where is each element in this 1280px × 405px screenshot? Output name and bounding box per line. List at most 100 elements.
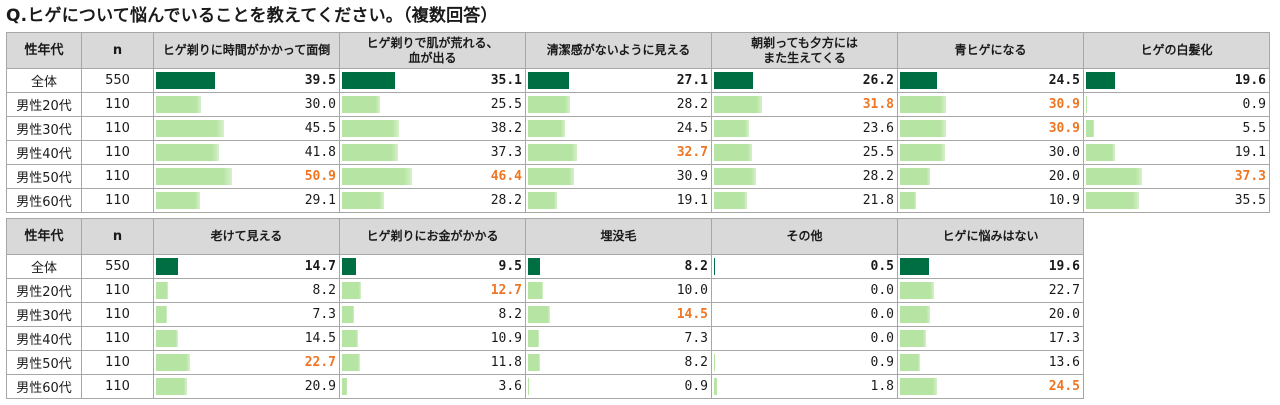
value-label: 17.3 bbox=[1048, 331, 1080, 346]
table-row: 男性50代 110 22.7 11.8 8.2 0.9 13.6 bbox=[6, 350, 1084, 375]
column-header: 青ヒゲになる bbox=[897, 32, 1084, 69]
segment-bar bbox=[156, 378, 188, 395]
n-header-label: n bbox=[81, 32, 154, 69]
segment-label: 全体 bbox=[6, 254, 82, 279]
column-header: ヒゲに悩みはない bbox=[897, 218, 1084, 255]
value-cell: 0.0 bbox=[711, 302, 898, 327]
value-cell: 0.0 bbox=[711, 278, 898, 303]
value-cell: 37.3 bbox=[1083, 164, 1270, 189]
n-header-label: n bbox=[81, 218, 154, 255]
segment-bar bbox=[900, 120, 947, 137]
table-row: 男性40代 110 14.5 10.9 7.3 0.0 17.3 bbox=[6, 326, 1084, 351]
value-label: 8.2 bbox=[498, 307, 522, 322]
segment-bar bbox=[156, 282, 169, 299]
value-cell: 10.9 bbox=[897, 188, 1084, 213]
sample-size: 110 bbox=[81, 92, 154, 117]
sample-size: 110 bbox=[81, 164, 154, 189]
total-bar bbox=[900, 258, 930, 275]
segment-bar bbox=[156, 192, 200, 209]
value-cell: 0.5 bbox=[711, 254, 898, 279]
value-cell: 39.5 bbox=[153, 68, 340, 93]
table-row: 男性20代 110 8.2 12.7 10.0 0.0 22.7 bbox=[6, 278, 1084, 303]
value-cell: 29.1 bbox=[153, 188, 340, 213]
segment-label: 男性60代 bbox=[6, 374, 82, 399]
value-label: 28.2 bbox=[862, 169, 894, 184]
value-label: 19.1 bbox=[676, 193, 708, 208]
segment-bar bbox=[156, 168, 233, 185]
table-row: 男性30代 110 45.5 38.2 24.5 23.6 30.9 5.5 bbox=[6, 116, 1270, 141]
value-label: 0.0 bbox=[870, 283, 894, 298]
value-label: 0.9 bbox=[870, 355, 894, 370]
value-cell: 30.0 bbox=[153, 92, 340, 117]
value-cell: 21.8 bbox=[711, 188, 898, 213]
value-label: 30.0 bbox=[304, 97, 336, 112]
value-label: 28.2 bbox=[676, 97, 708, 112]
segment-bar bbox=[528, 282, 543, 299]
segment-bar bbox=[900, 192, 917, 209]
segment-bar bbox=[900, 168, 930, 185]
column-header: その他 bbox=[711, 218, 898, 255]
value-label: 19.6 bbox=[1234, 73, 1266, 88]
value-cell: 37.3 bbox=[339, 140, 526, 165]
value-cell: 30.9 bbox=[897, 92, 1084, 117]
value-label: 31.8 bbox=[862, 97, 894, 112]
value-label: 8.2 bbox=[684, 259, 708, 274]
table-row: 男性20代 110 30.0 25.5 28.2 31.8 30.9 0.9 bbox=[6, 92, 1270, 117]
value-label: 30.9 bbox=[1048, 97, 1080, 112]
value-cell: 31.8 bbox=[711, 92, 898, 117]
value-label: 27.1 bbox=[676, 73, 708, 88]
segment-bar bbox=[528, 306, 550, 323]
value-label: 22.7 bbox=[304, 355, 336, 370]
value-cell: 24.5 bbox=[897, 68, 1084, 93]
value-cell: 46.4 bbox=[339, 164, 526, 189]
total-bar bbox=[528, 258, 541, 275]
value-cell: 17.3 bbox=[897, 326, 1084, 351]
table-row: 男性60代 110 20.9 3.6 0.9 1.8 24.5 bbox=[6, 374, 1084, 399]
sample-size: 550 bbox=[81, 68, 154, 93]
row-header-label: 性年代 bbox=[6, 32, 82, 69]
value-label: 0.9 bbox=[684, 379, 708, 394]
sample-size: 110 bbox=[81, 374, 154, 399]
segment-bar bbox=[714, 96, 762, 113]
value-cell: 30.9 bbox=[525, 164, 712, 189]
value-label: 21.8 bbox=[862, 193, 894, 208]
value-cell: 0.0 bbox=[711, 326, 898, 351]
value-label: 10.9 bbox=[490, 331, 522, 346]
value-cell: 20.9 bbox=[153, 374, 340, 399]
sample-size: 110 bbox=[81, 350, 154, 375]
segment-bar bbox=[900, 378, 937, 395]
value-cell: 25.5 bbox=[339, 92, 526, 117]
value-label: 0.5 bbox=[870, 259, 894, 274]
value-cell: 35.5 bbox=[1083, 188, 1270, 213]
value-cell: 28.2 bbox=[339, 188, 526, 213]
value-label: 19.1 bbox=[1234, 145, 1266, 160]
value-label: 45.5 bbox=[304, 121, 336, 136]
value-cell: 0.9 bbox=[711, 350, 898, 375]
value-label: 10.0 bbox=[676, 283, 708, 298]
segment-bar bbox=[342, 96, 381, 113]
value-cell: 19.6 bbox=[897, 254, 1084, 279]
value-cell: 25.5 bbox=[711, 140, 898, 165]
value-label: 10.9 bbox=[1048, 193, 1080, 208]
value-cell: 19.6 bbox=[1083, 68, 1270, 93]
value-cell: 30.0 bbox=[897, 140, 1084, 165]
segment-bar bbox=[900, 330, 926, 347]
value-label: 14.5 bbox=[676, 307, 708, 322]
value-cell: 22.7 bbox=[897, 278, 1084, 303]
segment-label: 全体 bbox=[6, 68, 82, 93]
value-cell: 20.0 bbox=[897, 302, 1084, 327]
value-label: 24.5 bbox=[676, 121, 708, 136]
header-row: 性年代 n ヒゲ剃りに時間がかかって面倒 ヒゲ剃りで肌が荒れる、 血が出る 清潔感がないよ… bbox=[6, 32, 1270, 69]
value-cell: 8.2 bbox=[339, 302, 526, 327]
segment-bar bbox=[528, 144, 578, 161]
column-header: ヒゲ剃りにお金がかかる bbox=[339, 218, 526, 255]
sample-size: 110 bbox=[81, 116, 154, 141]
segment-bar bbox=[528, 96, 571, 113]
value-label: 11.8 bbox=[490, 355, 522, 370]
value-label: 37.3 bbox=[1234, 169, 1266, 184]
segment-bar bbox=[342, 168, 412, 185]
segment-bar bbox=[342, 306, 355, 323]
segment-bar bbox=[342, 354, 360, 371]
value-label: 46.4 bbox=[490, 169, 522, 184]
segment-bar bbox=[342, 330, 359, 347]
